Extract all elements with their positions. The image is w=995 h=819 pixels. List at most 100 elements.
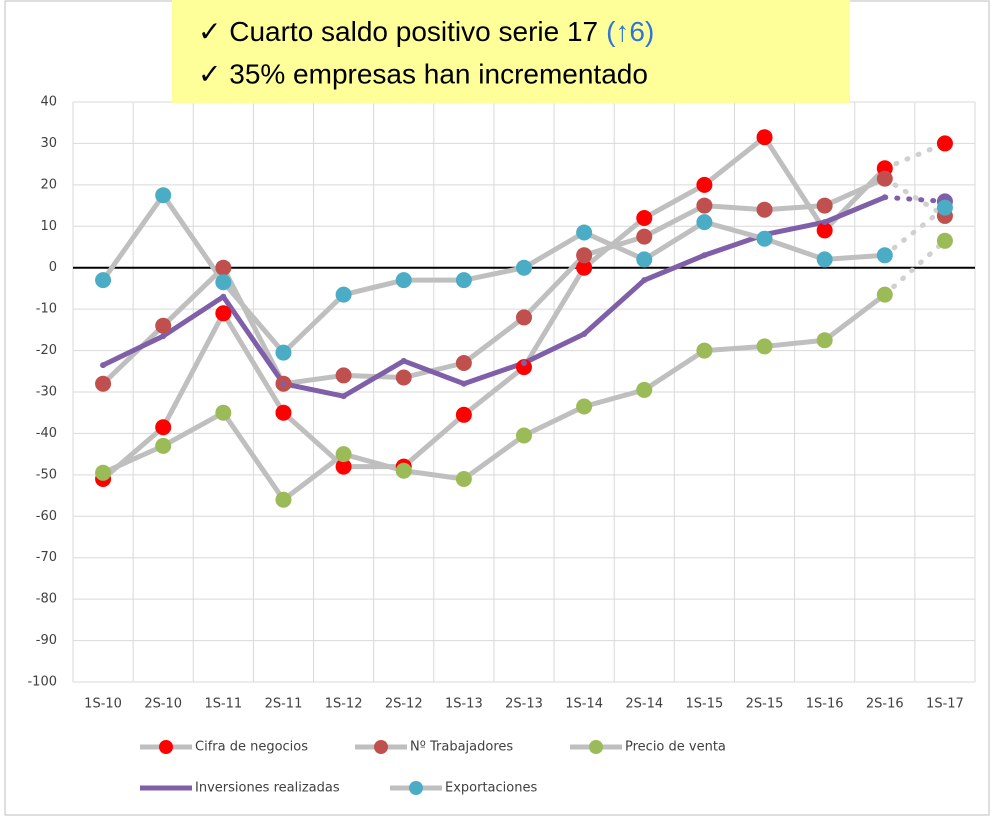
point <box>576 398 593 415</box>
point <box>696 176 713 193</box>
point <box>876 170 893 187</box>
series-line-segment <box>762 134 828 233</box>
legend-marker <box>589 740 603 754</box>
x-tick-label: 2S-12 <box>385 697 423 712</box>
point <box>936 232 953 249</box>
series-line-segment <box>882 238 948 298</box>
x-tick-label: 1S-17 <box>926 697 964 712</box>
series-line-segment <box>280 372 347 387</box>
series-line-segment <box>160 294 226 339</box>
y-tick-label: -70 <box>36 550 57 565</box>
point <box>340 393 347 400</box>
series-line-segment <box>641 348 707 393</box>
y-tick-label: 40 <box>40 95 57 110</box>
series-line-segment <box>100 323 166 387</box>
series-line-segment <box>882 140 948 171</box>
point <box>395 272 412 289</box>
point <box>576 247 593 264</box>
point <box>696 214 713 231</box>
series-line-segment <box>521 230 587 271</box>
point <box>275 344 292 361</box>
series-line-segment <box>822 252 888 262</box>
series-line-segment <box>641 219 707 262</box>
point <box>636 210 653 226</box>
x-tick-label: 2S-15 <box>746 697 784 712</box>
point <box>576 259 593 276</box>
y-tick-label: 20 <box>40 177 57 192</box>
x-tick-label: 1S-13 <box>445 697 483 712</box>
series-line-segment <box>822 292 888 343</box>
point <box>95 375 112 392</box>
series-line-segment <box>160 410 226 449</box>
series-line-segment <box>100 333 166 368</box>
series-line-segment <box>822 194 888 225</box>
series-line-segment <box>641 252 707 283</box>
series-line-segment <box>220 410 286 503</box>
series-line-segment <box>581 277 647 337</box>
series-line-segment <box>581 387 647 409</box>
point <box>275 491 292 508</box>
legend-label: Inversiones realizadas <box>195 781 340 796</box>
annotation-text: ✓ Cuarto saldo positivo serie 17 <box>198 16 598 47</box>
x-tick-label: 2S-13 <box>505 697 543 712</box>
point <box>581 331 588 337</box>
point <box>636 228 653 245</box>
point <box>881 194 888 201</box>
series-line-segment <box>160 310 226 430</box>
series-line-segment <box>521 265 587 370</box>
series-line-segment <box>280 381 347 399</box>
point <box>756 201 773 218</box>
legend-label: Cifra de negocios <box>195 740 308 755</box>
series-line-segment <box>461 364 527 418</box>
series-line-segment <box>401 468 467 482</box>
point <box>696 197 713 214</box>
point <box>816 332 833 349</box>
series-line-segment <box>762 236 828 262</box>
point <box>215 305 232 322</box>
point <box>876 247 893 264</box>
point <box>160 333 167 340</box>
series-line-segment <box>280 451 347 503</box>
x-tick-label: 2S-10 <box>144 697 182 712</box>
point <box>400 357 407 364</box>
legend-label: Precio de venta <box>625 740 726 755</box>
series-line-segment <box>701 203 768 213</box>
y-tick-label: -40 <box>36 426 57 441</box>
series-line-segment <box>280 292 347 356</box>
point <box>395 369 412 386</box>
annotation-box <box>172 0 850 103</box>
annotation: ✓ 35% empresas han incrementado <box>198 58 648 89</box>
point <box>155 317 172 334</box>
x-tick-label: 2S-11 <box>265 697 303 712</box>
series-line-segment <box>882 194 948 204</box>
point <box>95 272 112 289</box>
series-line-segment <box>220 265 286 387</box>
series-line-segment <box>581 230 647 262</box>
series-line-segment <box>521 331 587 366</box>
point <box>576 224 593 241</box>
series-line-segment <box>521 252 587 320</box>
series-line-segment <box>160 192 226 285</box>
point <box>155 187 172 204</box>
point <box>155 419 172 436</box>
legend-marker <box>374 740 388 754</box>
point <box>215 274 232 291</box>
point <box>215 404 232 421</box>
point <box>455 355 472 371</box>
series-line-segment <box>762 219 828 238</box>
y-tick-label: -60 <box>36 509 57 524</box>
x-tick-label: 2S-16 <box>866 697 904 712</box>
y-tick-label: -90 <box>36 633 57 648</box>
series-line-segment <box>461 265 527 283</box>
series-line-segment <box>401 412 467 470</box>
series-line-segment <box>882 176 948 219</box>
point <box>756 230 773 247</box>
point <box>395 462 412 479</box>
point <box>756 338 773 355</box>
point <box>756 129 773 146</box>
x-tick-label: 1S-14 <box>565 697 603 712</box>
y-tick-label: 10 <box>40 219 57 234</box>
point <box>816 222 833 239</box>
series-line-segment <box>461 433 527 482</box>
